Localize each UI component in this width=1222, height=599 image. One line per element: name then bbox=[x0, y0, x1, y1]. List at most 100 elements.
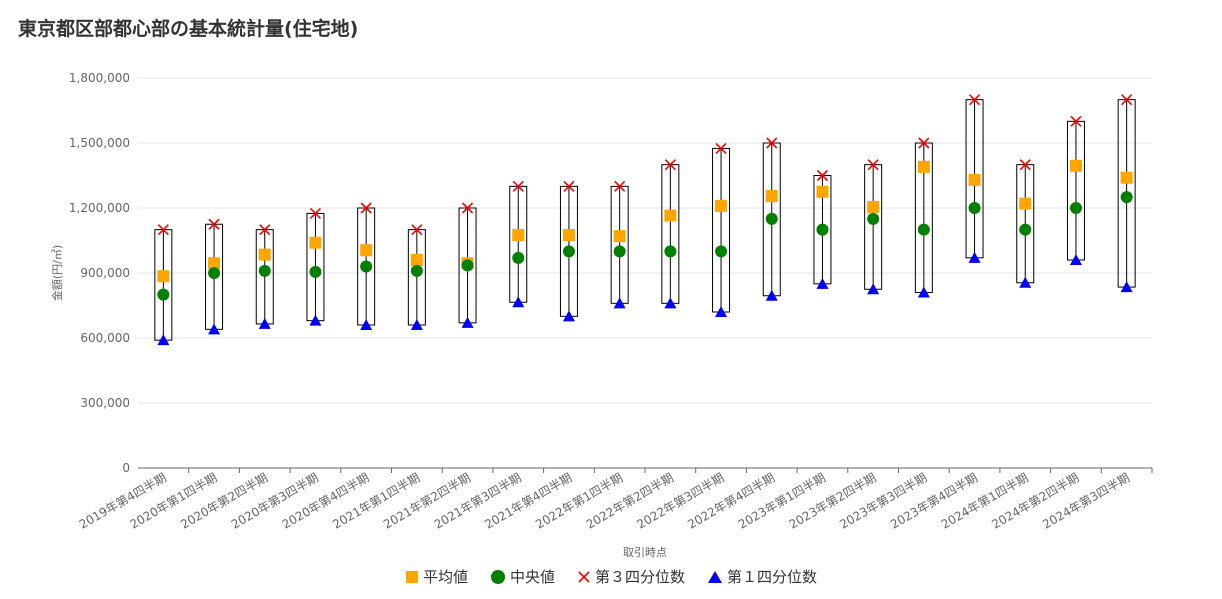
median-point bbox=[258, 264, 271, 277]
x-tick-label: 2021年第3四半期 bbox=[432, 470, 524, 531]
median-point bbox=[1069, 202, 1082, 214]
x-tick-label: 2021年第4四半期 bbox=[482, 470, 574, 531]
mean-point bbox=[1069, 159, 1082, 172]
y-axis-title: 金額(円/㎡) bbox=[50, 245, 64, 301]
legend-label-q1: 第１四分位数 bbox=[727, 568, 818, 586]
q1-point bbox=[867, 283, 880, 295]
y-tick-label: 600,000 bbox=[80, 331, 130, 345]
x-tick-label: 2022年第4四半期 bbox=[685, 470, 777, 531]
mean-point bbox=[1019, 197, 1032, 210]
mean-point bbox=[715, 199, 728, 212]
x-tick-label: 2024年第2四半期 bbox=[989, 470, 1081, 531]
y-tick-label: 1,200,000 bbox=[69, 201, 130, 215]
q1-point bbox=[968, 251, 981, 263]
q3-point bbox=[208, 218, 220, 230]
mean-point bbox=[968, 173, 981, 186]
q3-point bbox=[563, 180, 575, 192]
median-point bbox=[360, 260, 373, 273]
x-tick-label: 2020年第3四半期 bbox=[229, 470, 321, 531]
x-axis-title: 取引時点 bbox=[623, 545, 667, 559]
median-point bbox=[917, 223, 930, 236]
x-tick-label: 2023年第1四半期 bbox=[736, 470, 828, 531]
legend-item-median[interactable]: 中央値 bbox=[490, 566, 555, 587]
mean-point bbox=[664, 209, 677, 222]
median-point bbox=[410, 264, 423, 277]
median-point bbox=[816, 223, 829, 236]
legend-label-median: 中央値 bbox=[509, 568, 555, 586]
x-tick-label: 2020年第4四半期 bbox=[280, 470, 372, 531]
triangle-marker-icon bbox=[708, 570, 723, 583]
q3-point bbox=[918, 137, 930, 149]
mean-point bbox=[157, 270, 170, 283]
q1-point bbox=[208, 323, 221, 335]
x-tick-label: 2023年第4四半期 bbox=[888, 470, 980, 531]
y-tick-label: 1,800,000 bbox=[69, 71, 130, 85]
mean-point bbox=[816, 185, 829, 198]
mean-point bbox=[867, 200, 880, 213]
q3-point bbox=[1019, 159, 1031, 171]
median-point bbox=[512, 251, 525, 264]
data-markers bbox=[157, 94, 1133, 346]
q1-point bbox=[360, 319, 373, 330]
x-tick-label: 2022年第3四半期 bbox=[635, 470, 727, 531]
median-point bbox=[461, 259, 474, 272]
box-ranges bbox=[154, 99, 1136, 341]
q3-point bbox=[816, 169, 829, 182]
cross-marker-icon bbox=[578, 570, 590, 583]
mean-point bbox=[1120, 171, 1133, 184]
q1-point bbox=[461, 316, 474, 328]
mean-point bbox=[208, 257, 221, 270]
q3-point bbox=[1121, 94, 1133, 106]
q1-point bbox=[765, 289, 778, 301]
median-point bbox=[157, 288, 170, 301]
q3-point bbox=[867, 159, 879, 171]
q1-point bbox=[1069, 254, 1082, 265]
q3-point bbox=[968, 94, 981, 106]
circle-marker-icon bbox=[490, 569, 505, 584]
median-point bbox=[562, 245, 575, 258]
x-tick-labels: 2019年第4四半期2020年第1四半期2020年第2四半期2020年第3四半期… bbox=[77, 468, 1153, 532]
q1-point bbox=[512, 296, 525, 308]
median-point bbox=[968, 202, 981, 214]
q1-point bbox=[664, 297, 677, 309]
q1-point bbox=[1120, 281, 1133, 293]
q3-point bbox=[664, 159, 676, 171]
y-tick-label: 0 bbox=[122, 461, 130, 475]
mean-point bbox=[917, 160, 930, 173]
q3-point bbox=[1070, 115, 1082, 127]
median-point bbox=[867, 212, 880, 225]
x-tick-label: 2023年第2四半期 bbox=[787, 470, 879, 531]
q1-point bbox=[410, 319, 423, 330]
q1-point bbox=[562, 310, 575, 322]
chart-title: 東京都区部都心部の基本統計量(住宅地) bbox=[18, 18, 359, 40]
q3-point bbox=[614, 180, 626, 192]
median-point bbox=[765, 212, 778, 225]
x-tick-label: 2024年第3四半期 bbox=[1040, 470, 1132, 531]
mean-point bbox=[562, 229, 575, 242]
x-tick-label: 2021年第2四半期 bbox=[381, 470, 473, 531]
q1-point bbox=[1019, 276, 1032, 288]
x-tick-label: 2022年第2四半期 bbox=[584, 470, 676, 531]
q3-point bbox=[411, 224, 423, 236]
median-point bbox=[1120, 191, 1133, 204]
mean-point bbox=[360, 244, 373, 257]
mean-point bbox=[410, 254, 423, 266]
median-point bbox=[309, 265, 322, 278]
x-tick-label: 2019年第4四半期 bbox=[77, 470, 169, 531]
median-point bbox=[613, 245, 626, 258]
q1-point bbox=[157, 334, 170, 346]
legend-item-q3[interactable]: 第３四分位数 bbox=[577, 566, 685, 587]
q1-point bbox=[917, 286, 930, 298]
mean-point bbox=[765, 190, 778, 203]
legend-item-q1[interactable]: 第１四分位数 bbox=[707, 566, 817, 587]
q1-point bbox=[258, 317, 271, 329]
q3-point bbox=[309, 207, 322, 219]
x-tick-label: 2020年第1四半期 bbox=[128, 470, 220, 531]
y-tick-label: 300,000 bbox=[80, 396, 130, 410]
legend: 平均値 中央値 第３四分位数 第１四分位数 bbox=[0, 566, 1222, 587]
legend-label-mean: 平均値 bbox=[422, 568, 468, 586]
q3-point bbox=[766, 137, 778, 149]
legend-item-mean[interactable]: 平均値 bbox=[405, 566, 468, 587]
x-tick-label: 2024年第1四半期 bbox=[939, 470, 1031, 531]
x-tick-label: 2021年第1四半期 bbox=[330, 470, 422, 531]
